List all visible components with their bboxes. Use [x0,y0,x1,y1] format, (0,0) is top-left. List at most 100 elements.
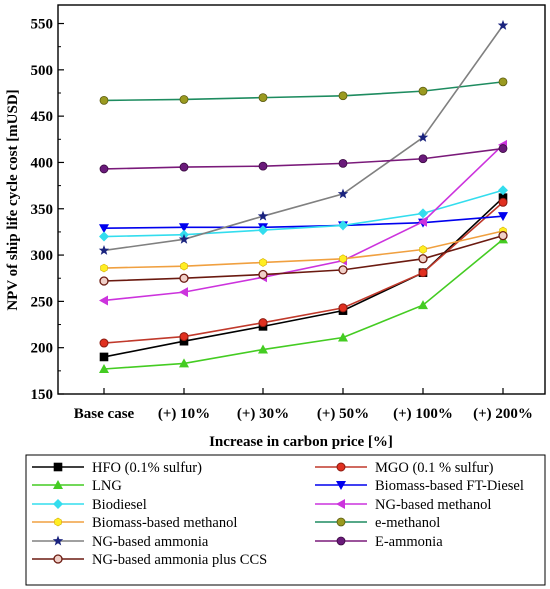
series-marker [258,318,268,328]
series-marker [338,158,348,168]
series-marker [99,338,109,348]
series-marker [418,216,427,227]
series-line [103,230,504,269]
legend-label: Biomass-based FT-Diesel [375,478,524,494]
series-marker [179,162,189,172]
series-marker [417,131,429,142]
series-marker [52,535,64,546]
series-marker [498,144,508,153]
legend-label: e-methanol [375,515,440,531]
series-line [103,147,504,170]
legend-item: Biodiesel [32,497,147,513]
series-marker [258,225,268,236]
y-tick-label: 150 [31,387,54,403]
series-marker [99,224,109,234]
x-tick-label: (+) 100% [393,406,453,422]
series-marker [418,300,428,310]
legend-item: E-ammonia [315,534,443,550]
series-marker [418,86,428,96]
series-marker [336,499,345,509]
series-marker [338,91,348,101]
legend-label: MGO (0.1 % sulfur) [375,460,494,476]
series-marker [179,273,189,283]
legend-frame [25,454,546,586]
series-marker [259,258,267,267]
y-tick-label: 550 [31,17,54,33]
series-marker [100,263,108,273]
legend-item: NG-based ammonia [32,534,209,550]
legend-label: LNG [92,478,122,494]
series-biomass-based-methanol [100,226,507,273]
legend-label: NG-based ammonia [92,534,209,550]
plot-frame [57,4,546,395]
series-marker [419,245,427,254]
series-marker [53,462,63,472]
series-layer [98,19,509,373]
series-marker [257,210,269,221]
legend-label: HFO (0.1% sulfur) [92,460,202,476]
series-marker [178,233,190,244]
series-marker [53,499,63,509]
y-tick-label: 250 [31,294,54,310]
x-tick-label: (+) 10% [158,406,210,422]
series-marker [418,208,428,219]
legend-label: Biomass-based methanol [92,515,237,531]
legend-label: NG-based methanol [375,497,491,513]
y-tick-label: 400 [31,155,54,171]
series-marker [339,254,347,264]
series-marker [53,480,63,489]
series-marker [179,332,189,342]
legend-item: e-methanol [315,515,440,531]
series-marker [258,161,268,171]
series-marker [418,268,428,278]
series-marker [98,244,110,255]
series-line [103,81,504,102]
y-axis-title: NPV of ship life cycle cost [mUSD] [5,89,21,310]
series-marker [179,287,188,298]
x-tick-label: (+) 50% [317,406,369,422]
series-marker [53,554,63,564]
series-line [103,215,504,230]
series-marker [258,93,268,103]
series-marker [338,303,348,313]
series-marker [338,332,348,342]
series-line [103,24,504,252]
series-marker [498,197,508,207]
series-marker [99,95,109,105]
series-line [103,234,504,282]
series-marker [99,352,109,362]
y-tick-label: 300 [31,248,54,264]
series-line [103,189,504,238]
series-line [103,144,504,302]
series-marker [54,517,62,527]
legend-item: MGO (0.1 % sulfur) [315,460,494,476]
y-tick-label: 200 [31,341,54,357]
series-marker [418,154,428,164]
legend-item: LNG [32,478,122,494]
series-lng [99,234,508,373]
series-ng-based-ammonia-plus-ccs [99,230,508,286]
legend: HFO (0.1% sulfur) MGO (0.1 % sulfur) LNG Bi… [32,460,524,568]
series-line [103,201,504,344]
x-tick-label: (+) 30% [237,406,289,422]
series-marker [336,481,346,490]
series-marker [418,254,428,264]
series-marker [498,212,508,222]
series-e-methanol [99,77,508,105]
series-biomass-based-ft-diesel [99,212,508,234]
series-marker [99,295,108,306]
series-marker [497,19,509,30]
legend-item: NG-based ammonia plus CCS [32,552,267,568]
series-marker [99,164,109,174]
series-marker [338,265,348,275]
series-marker [336,536,346,546]
legend-item: Biomass-based methanol [32,515,237,531]
series-marker [337,188,349,199]
series-e-ammonia [99,144,508,174]
legend-item: NG-based methanol [315,497,491,513]
series-hfo-0-1-sulfur [99,193,508,362]
series-marker [180,261,188,271]
x-tick-label: (+) 200% [473,406,533,422]
